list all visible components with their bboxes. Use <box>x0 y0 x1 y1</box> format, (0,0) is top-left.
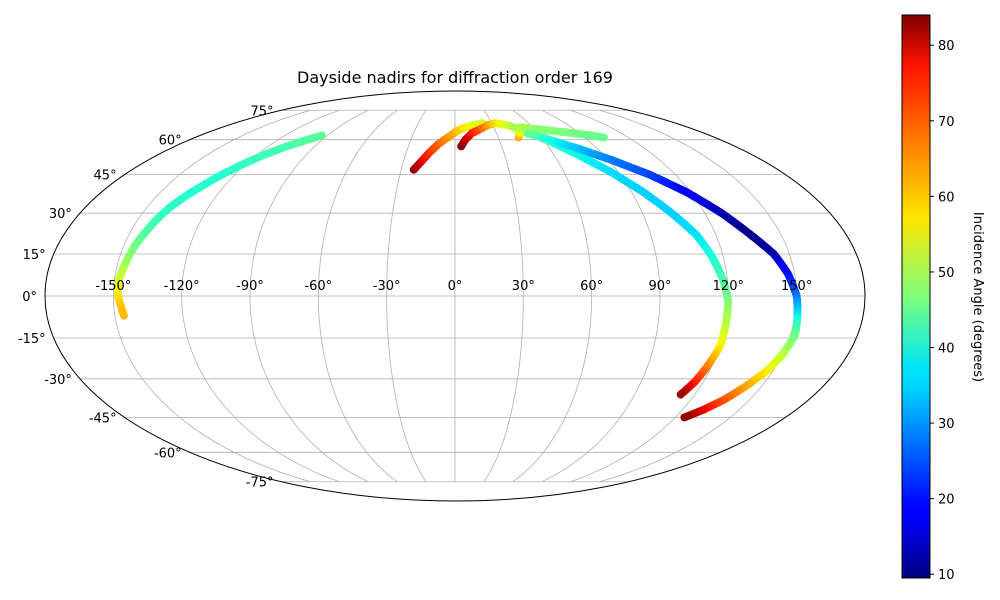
latitude-tick-label: 75° <box>250 104 273 119</box>
colorbar-tick-label: 20 <box>938 493 955 508</box>
longitude-tick-label: -60° <box>304 279 332 294</box>
latitude-tick-label: 15° <box>23 248 46 263</box>
map-grid <box>45 109 865 483</box>
longitude-tick-label: -30° <box>373 279 401 294</box>
latitude-tick-label: -75° <box>246 476 274 491</box>
meridian-gridline <box>112 109 311 483</box>
meridian-gridline <box>386 110 427 482</box>
longitude-tick-label: -90° <box>236 279 264 294</box>
scatter-point <box>317 131 326 140</box>
longitude-tick-label: -150° <box>95 279 131 294</box>
latitude-tick-label: 60° <box>159 134 182 149</box>
colorbar-tick-label: 10 <box>938 568 955 583</box>
colorbar-tick-label: 50 <box>938 266 955 281</box>
latitude-tick-label: 45° <box>94 169 117 184</box>
scatter-point <box>599 133 608 142</box>
longitude-tick-labels: -150° -120° -90° -60° -30° 0° 30° 60° 90° 120° 150… <box>95 279 812 294</box>
colorbar-gradient <box>901 14 931 579</box>
colorbar-ticks: 10 20 30 40 50 60 70 80 <box>930 39 955 583</box>
colorbar-tick-label: 80 <box>938 39 955 54</box>
latitude-tick-label: -15° <box>18 332 46 347</box>
colorbar-label: Incidence Angle (degrees) <box>970 212 985 382</box>
longitude-tick-label: 30° <box>512 279 535 294</box>
longitude-tick-label: 60° <box>580 279 603 294</box>
latitude-tick-label: 30° <box>49 207 72 222</box>
meridian-gridline <box>249 109 369 483</box>
scatter-point <box>680 413 689 422</box>
meridian-gridline <box>483 110 524 482</box>
latitude-tick-label: -60° <box>154 446 182 461</box>
colorbar-tick-label: 30 <box>938 417 955 432</box>
longitude-tick-label: 0° <box>448 279 463 294</box>
map-outline <box>44 90 866 502</box>
colorbar-tick-label: 60 <box>938 190 955 205</box>
colorbar-tick-label: 70 <box>938 115 955 130</box>
longitude-tick-label: 90° <box>648 279 671 294</box>
latitude-tick-label: -30° <box>44 373 72 388</box>
scatter-points <box>113 119 802 422</box>
latitude-tick-labels: 75° 60° 45° 30° 15° 0° -15° -30° -45° -60° -75° <box>18 104 274 490</box>
colorbar-tick-label: 40 <box>938 342 955 357</box>
latitude-tick-label: 0° <box>22 290 37 305</box>
latitude-tick-label: -45° <box>89 411 117 426</box>
longitude-tick-label: 120° <box>713 279 744 294</box>
longitude-tick-label: -120° <box>164 279 200 294</box>
colorbar: 10 20 30 40 50 60 70 80 Incidence Angle (degree… <box>901 14 985 583</box>
longitude-tick-label: 150° <box>781 279 812 294</box>
meridian-gridline <box>317 109 398 483</box>
scatter-point <box>676 390 685 399</box>
chart-title: Dayside nadirs for diffraction order 169 <box>297 68 613 87</box>
meridian-gridline <box>512 109 593 483</box>
